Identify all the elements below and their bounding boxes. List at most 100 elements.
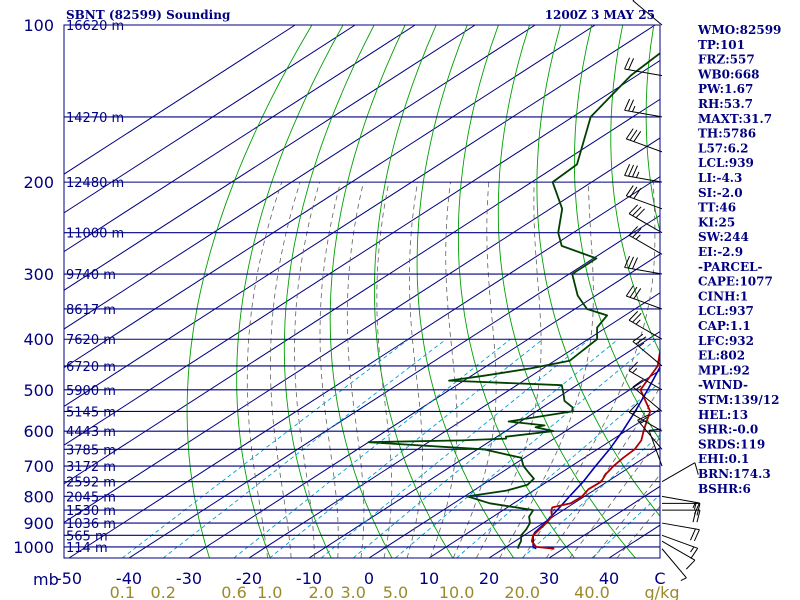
wind-barb-column bbox=[624, 0, 701, 582]
wind-barb bbox=[624, 255, 663, 275]
mixing-ratio-tick-label: 1.0 bbox=[257, 583, 282, 600]
dry-adiabat-line bbox=[573, 25, 660, 442]
wind-barb bbox=[661, 548, 687, 582]
index-line: BRN:174.3 bbox=[698, 467, 771, 481]
dry-adiabat-line bbox=[236, 25, 344, 558]
height-label: 16620 m bbox=[66, 19, 124, 34]
index-line: LCL:939 bbox=[698, 156, 754, 170]
height-label: 11000 m bbox=[66, 227, 124, 242]
mixing-ratio-tick-label: 0.2 bbox=[151, 583, 176, 600]
temperature-tick-label: -20 bbox=[236, 569, 262, 588]
index-line: L57:6.2 bbox=[698, 141, 748, 155]
isotherm-line bbox=[188, 253, 660, 558]
index-line: LCL:937 bbox=[698, 304, 754, 318]
wind-barb bbox=[632, 379, 663, 412]
height-label: 5900 m bbox=[66, 384, 116, 399]
mixing-ratio-line bbox=[162, 338, 447, 558]
dry-adiabat-line bbox=[186, 25, 313, 558]
height-label: 3785 m bbox=[66, 443, 116, 458]
isotherm-line bbox=[488, 447, 660, 558]
height-label: 2592 m bbox=[66, 476, 116, 491]
index-line: EHI:0.1 bbox=[698, 452, 749, 466]
index-line: -WIND- bbox=[698, 378, 748, 392]
isotherm-line bbox=[248, 292, 660, 558]
valid-time: 1200Z 3 MAY 25 bbox=[545, 8, 655, 22]
index-line: EL:802 bbox=[698, 349, 745, 363]
index-line: BSHR:6 bbox=[698, 482, 751, 496]
mixing-ratio-line bbox=[395, 338, 657, 558]
height-label: 3172 m bbox=[66, 460, 116, 475]
isobar-layer bbox=[64, 24, 660, 548]
wind-barb bbox=[624, 98, 663, 118]
index-line: WB0:668 bbox=[697, 67, 759, 81]
height-label: 4443 m bbox=[66, 425, 116, 440]
index-line: EI:-2.9 bbox=[698, 245, 743, 259]
moist-adiabat-line bbox=[499, 182, 594, 558]
mixing-ratio-line bbox=[591, 494, 660, 558]
index-line: TH:5786 bbox=[698, 127, 756, 141]
moist-adiabat-line bbox=[475, 182, 542, 558]
isotherm-line bbox=[308, 330, 660, 558]
isotherm-line bbox=[368, 369, 660, 558]
pressure-tick-label: 600 bbox=[23, 422, 54, 441]
wind-barb bbox=[661, 534, 699, 559]
temperature-tick-label: 30 bbox=[539, 569, 559, 588]
index-line: TT:46 bbox=[698, 201, 736, 215]
wind-barb bbox=[624, 164, 663, 183]
height-label: 8617 m bbox=[66, 303, 116, 318]
wind-barb bbox=[625, 285, 663, 310]
index-line: SHR:-0.0 bbox=[698, 423, 758, 437]
dry-adiabat-line bbox=[536, 25, 660, 517]
height-label: 12480 m bbox=[66, 176, 124, 191]
mixing-ratio-tick-label: g/kg bbox=[645, 583, 680, 600]
mixing-ratio-line bbox=[321, 338, 590, 558]
index-line: SRDS:119 bbox=[698, 437, 765, 451]
wind-barb bbox=[628, 226, 663, 255]
mixing-ratio-line bbox=[521, 434, 660, 558]
pressure-unit-label: mb bbox=[33, 570, 59, 589]
temperature-tick-label: -50 bbox=[56, 569, 82, 588]
index-line: FRZ:557 bbox=[698, 53, 755, 67]
isotherm-line bbox=[64, 25, 476, 291]
isotherm-line bbox=[128, 214, 660, 558]
dry-adiabat-line bbox=[329, 25, 406, 558]
wind-barb bbox=[632, 333, 663, 367]
pressure-tick-label: 800 bbox=[23, 487, 54, 506]
height-label: 114 m bbox=[66, 541, 108, 556]
index-line: WMO:82599 bbox=[697, 23, 781, 37]
pressure-tick-label: 200 bbox=[23, 173, 54, 192]
grid-layer bbox=[64, 25, 660, 558]
temperature-tick-label: 20 bbox=[479, 569, 499, 588]
mixing-ratio-tick-label: 10.0 bbox=[439, 583, 475, 600]
height-label: 6720 m bbox=[66, 360, 116, 375]
mixing-ratio-tick-label: 2.0 bbox=[309, 583, 334, 600]
mixing-ratio-line bbox=[269, 338, 544, 558]
dry-adiabat-line bbox=[610, 25, 660, 354]
height-label: 14270 m bbox=[66, 111, 124, 126]
height-label: 2045 m bbox=[66, 490, 116, 505]
index-line: CAPE:1077 bbox=[698, 275, 773, 289]
temperature-tick-label: 0 bbox=[364, 569, 374, 588]
pressure-tick-label: 1000 bbox=[13, 538, 54, 557]
wind-barb bbox=[625, 185, 663, 210]
wind-barb bbox=[661, 495, 700, 515]
index-line: PW:1.67 bbox=[698, 82, 753, 96]
temperature-tick-label: -10 bbox=[296, 569, 322, 588]
index-line: MAXT:31.7 bbox=[698, 112, 772, 126]
isotherm-line bbox=[64, 98, 660, 485]
isotherm-line bbox=[64, 59, 660, 446]
index-line: CAP:1.1 bbox=[698, 319, 751, 333]
isotherm-line bbox=[68, 176, 660, 558]
temperature-tick-label: -40 bbox=[116, 569, 142, 588]
dry-adiabat-line bbox=[497, 25, 636, 558]
pressure-tick-label: 300 bbox=[23, 265, 54, 284]
moist-adiabat-line bbox=[545, 386, 660, 558]
index-line: HEL:13 bbox=[698, 408, 748, 422]
height-label: 565 m bbox=[66, 529, 108, 544]
profile-layer bbox=[367, 52, 660, 550]
index-line: STM:139/12 bbox=[698, 393, 779, 407]
pressure-tick-label: 500 bbox=[23, 381, 54, 400]
height-label: 9740 m bbox=[66, 268, 116, 283]
wind-barb bbox=[661, 522, 700, 542]
